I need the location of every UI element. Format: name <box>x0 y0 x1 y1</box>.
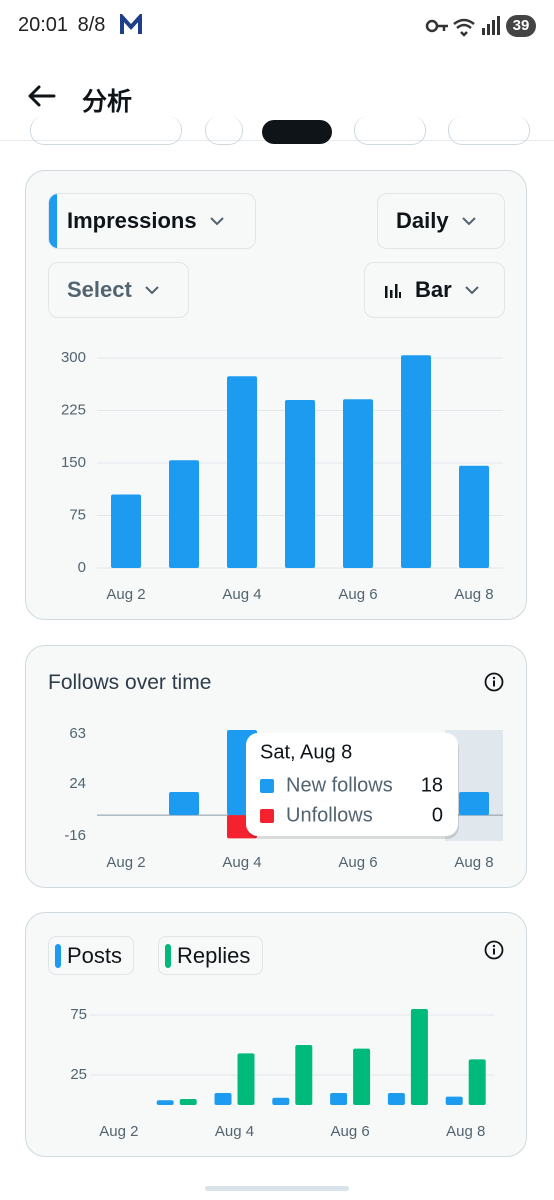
period-label: Daily <box>396 208 449 233</box>
battery: 39 <box>506 15 536 37</box>
filter-chip-active[interactable] <box>262 120 332 144</box>
legend-label: Replies <box>177 942 251 968</box>
legend-label: Posts <box>67 942 123 968</box>
chevron <box>464 286 479 295</box>
filter-chip[interactable] <box>448 116 530 145</box>
info-button[interactable] <box>484 940 504 960</box>
style-dropdown[interactable]: Bar <box>364 262 505 318</box>
follows-title: Follows over time <box>48 671 212 694</box>
filter-chip[interactable] <box>205 116 243 145</box>
chevron <box>145 286 159 295</box>
header-title: 分析 <box>82 88 133 116</box>
bar-icon <box>385 284 401 298</box>
legend-swatch <box>55 943 61 968</box>
period-dropdown[interactable]: Daily <box>377 193 505 249</box>
info-button[interactable] <box>484 672 504 692</box>
status-date: 8/8 <box>77 14 106 36</box>
status-time: 20:01 <box>18 14 69 36</box>
legend-swatch <box>165 943 171 968</box>
compare-label: Select <box>67 277 132 302</box>
filter-chip[interactable] <box>354 116 426 145</box>
chevron <box>461 217 476 226</box>
metric-accent <box>49 194 57 248</box>
metric-dropdown[interactable]: Impressions <box>48 193 256 249</box>
chevron <box>209 217 224 226</box>
compare-dropdown[interactable]: Select <box>48 262 189 318</box>
status-time-date: 20:01 8/8 <box>18 14 105 37</box>
status-icons <box>425 16 500 37</box>
legend-chip[interactable]: Posts <box>48 936 134 975</box>
metric-label: Impressions <box>67 208 197 233</box>
style-label: Bar <box>415 277 452 302</box>
posts-card <box>25 912 527 1157</box>
legend-chip[interactable]: Replies <box>158 936 263 975</box>
back-button[interactable] <box>26 84 56 108</box>
home-indicator <box>205 1186 349 1191</box>
filter-chip[interactable] <box>30 116 182 145</box>
app-icon <box>120 14 142 34</box>
